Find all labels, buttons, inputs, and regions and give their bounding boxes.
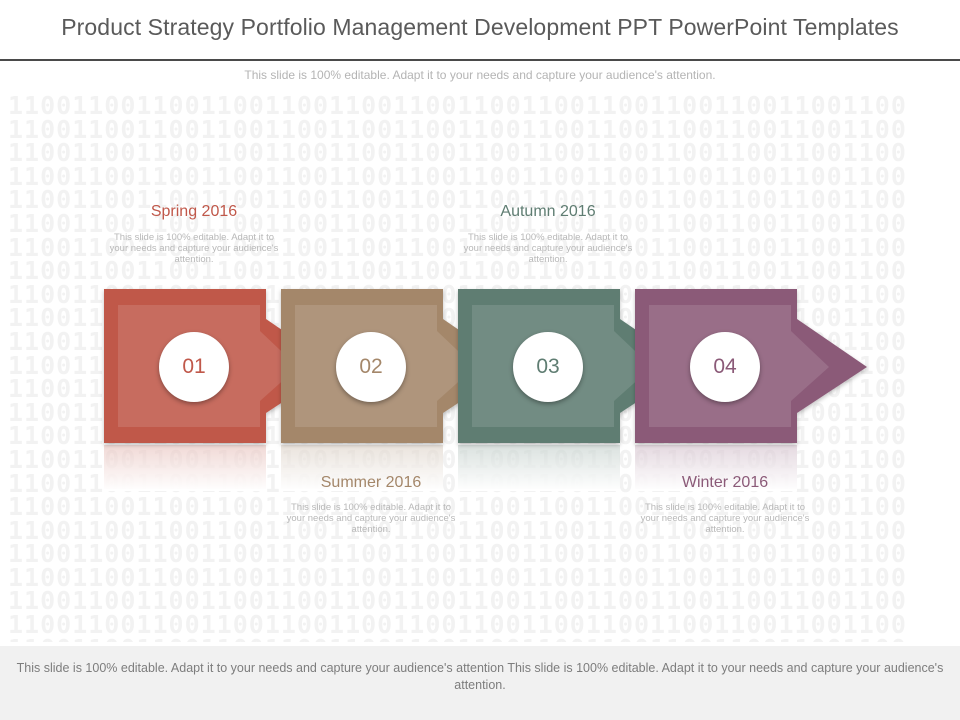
footer-bar: This slide is 100% editable. Adapt it to… xyxy=(0,646,960,720)
step-label: Spring 2016 xyxy=(150,203,238,220)
slide-title: Product Strategy Portfolio Management De… xyxy=(61,14,899,40)
arrow-reflection xyxy=(281,445,443,491)
step-description: This slide is 100% editable. Adapt it to… xyxy=(640,502,810,535)
step-label: Summer 2016 xyxy=(320,474,422,491)
step-number-circle: 02 xyxy=(336,332,406,402)
step-label: Autumn 2016 xyxy=(500,203,596,220)
footer-text: This slide is 100% editable. Adapt it to… xyxy=(16,661,944,692)
step-label: Winter 2016 xyxy=(681,474,769,491)
title-divider xyxy=(0,59,960,61)
slide-subtitle: This slide is 100% editable. Adapt it to… xyxy=(244,68,716,82)
step-description: This slide is 100% editable. Adapt it to… xyxy=(463,232,633,265)
step-number-circle: 04 xyxy=(690,332,760,402)
step-description: This slide is 100% editable. Adapt it to… xyxy=(286,502,456,535)
step-number-circle: 03 xyxy=(513,332,583,402)
arrow-reflection xyxy=(458,445,620,491)
step-description: This slide is 100% editable. Adapt it to… xyxy=(109,232,279,265)
arrow-reflection xyxy=(104,445,266,491)
step-number-circle: 01 xyxy=(159,332,229,402)
arrow-reflection xyxy=(635,445,797,491)
